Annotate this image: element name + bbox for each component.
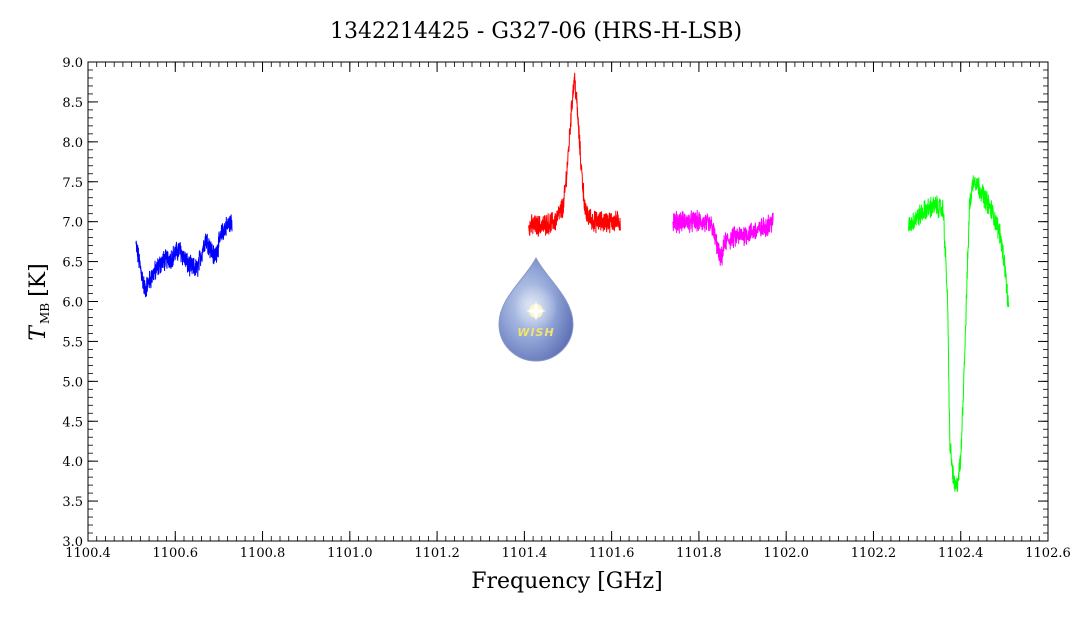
x-tick-label: 1102.4 [938, 546, 984, 561]
y-tick-label: 6.5 [62, 256, 83, 271]
y-tick-label: 4.5 [62, 415, 83, 430]
chart-title: 1342214425 - G327-06 (HRS-H-LSB) [330, 19, 742, 44]
y-tick-label: 5.5 [62, 335, 83, 350]
y-tick-label: 7.0 [62, 216, 83, 231]
x-tick-label: 1100.6 [153, 546, 199, 561]
y-tick-label: 8.0 [62, 136, 83, 151]
plot-frame [87, 61, 1049, 542]
y-tick-label: 6.0 [62, 296, 83, 311]
y-tick-label: 4.0 [62, 455, 83, 470]
y-tick-label: 5.0 [62, 375, 83, 390]
x-tick-label: 1102.2 [851, 546, 897, 561]
x-axis-title: Frequency [GHz] [471, 569, 663, 594]
plot-border [87, 61, 1049, 542]
y-axis-ticks: 3.0 3.5 4.0 4.5 5.0 5.5 6.0 6.5 7.0 7.5 8.0 8.5 9.0 [62, 56, 1048, 550]
x-tick-label: 1101.4 [502, 546, 548, 561]
x-tick-label: 1102.6 [1025, 546, 1071, 561]
series-4-line [907, 175, 1010, 492]
x-tick-label: 1101.8 [676, 546, 722, 561]
x-tick-label: 1101.0 [327, 546, 373, 561]
wish-logo: WISH [498, 256, 574, 362]
y-axis-title-unit: [K] [26, 263, 51, 297]
series-1-line [135, 214, 233, 298]
y-axis-title: TMB [K] [26, 263, 52, 340]
x-tick-label: 1100.8 [240, 546, 286, 561]
x-axis-ticks: 1100.4 1100.6 1100.8 1101.0 1101.2 1101.4 1101… [65, 62, 1071, 561]
y-tick-label: 3.0 [62, 535, 83, 550]
y-tick-label: 3.5 [62, 495, 83, 510]
series-layer [135, 72, 1010, 492]
y-axis-title-sub: MB [38, 303, 52, 324]
y-tick-label: 7.5 [62, 176, 83, 191]
series-2-line [528, 72, 621, 237]
y-tick-label: 8.5 [62, 96, 83, 111]
x-tick-label: 1101.6 [589, 546, 635, 561]
x-tick-label: 1100.4 [65, 546, 111, 561]
series-3-line [672, 209, 774, 266]
x-tick-label: 1102.0 [763, 546, 809, 561]
y-tick-label: 9.0 [62, 56, 83, 71]
x-tick-label: 1101.2 [414, 546, 460, 561]
wish-logo-text: WISH [517, 326, 554, 339]
y-axis-title-main: T [26, 324, 51, 341]
